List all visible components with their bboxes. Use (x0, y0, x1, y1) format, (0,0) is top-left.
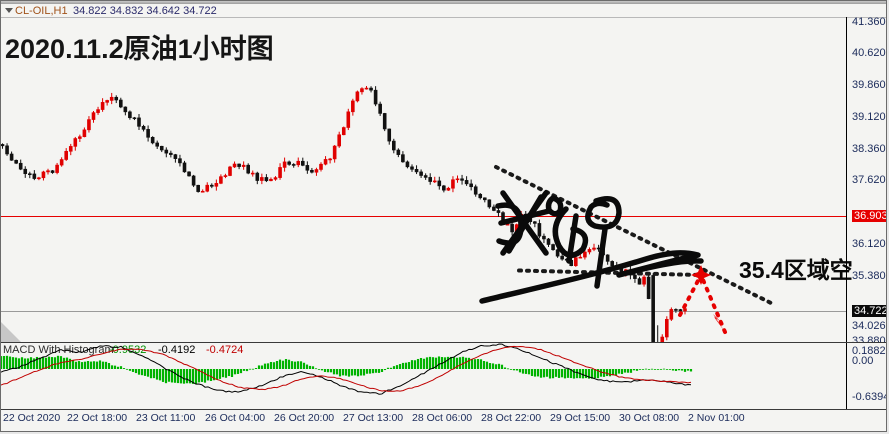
svg-text:35.4区域空: 35.4区域空 (739, 257, 853, 283)
